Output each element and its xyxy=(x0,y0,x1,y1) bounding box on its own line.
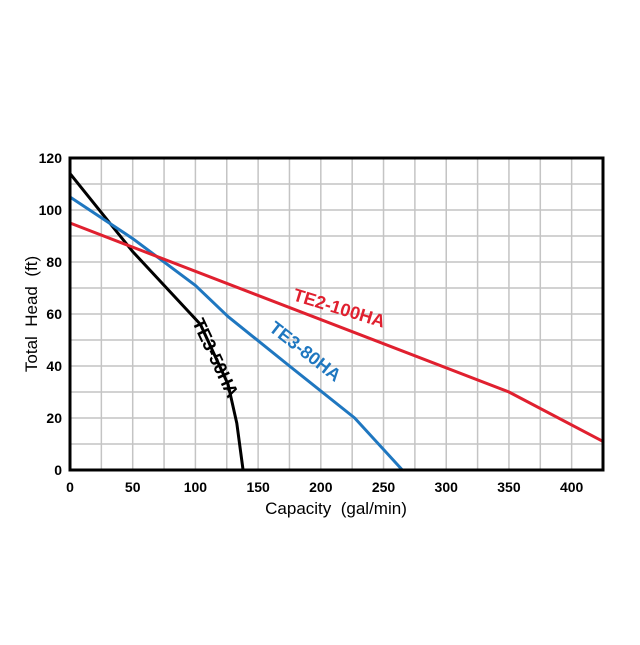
x-tick-label: 400 xyxy=(560,479,584,495)
y-tick-label: 120 xyxy=(39,150,63,166)
series-label-te2-100ha: TE2-100HA xyxy=(291,285,388,332)
y-tick-label: 80 xyxy=(46,254,62,270)
series-line-te3-50ha xyxy=(68,172,245,471)
y-tick-label: 60 xyxy=(46,306,62,322)
x-tick-label: 50 xyxy=(125,479,141,495)
y-tick-labels: 0 20 40 60 80 100 120 xyxy=(39,150,63,478)
y-tick-label: 100 xyxy=(39,202,63,218)
x-tick-label: 100 xyxy=(184,479,208,495)
plot-frame xyxy=(68,156,605,472)
series-line-te3-80ha xyxy=(69,195,404,472)
curves xyxy=(68,172,604,472)
y-tick-label: 20 xyxy=(46,410,62,426)
x-tick-label: 200 xyxy=(309,479,333,495)
x-tick-labels: 0 50 100 150 200 250 300 350 400 xyxy=(66,479,583,495)
x-tick-label: 0 xyxy=(66,479,74,495)
y-axis-label: Total Head (ft) xyxy=(22,256,41,372)
series-line-te2-100ha xyxy=(69,221,604,443)
series-label-te3-80ha: TE3-80HA xyxy=(266,317,345,385)
x-tick-label: 300 xyxy=(435,479,459,495)
x-tick-label: 350 xyxy=(497,479,521,495)
x-tick-label: 250 xyxy=(372,479,396,495)
x-axis-label: Capacity (gal/min) xyxy=(265,499,407,518)
series-label-te3-50ha: TE3-50HA xyxy=(188,315,242,401)
x-tick-label: 150 xyxy=(246,479,270,495)
y-tick-label: 0 xyxy=(54,462,62,478)
y-tick-label: 40 xyxy=(46,358,62,374)
grid xyxy=(70,158,603,470)
